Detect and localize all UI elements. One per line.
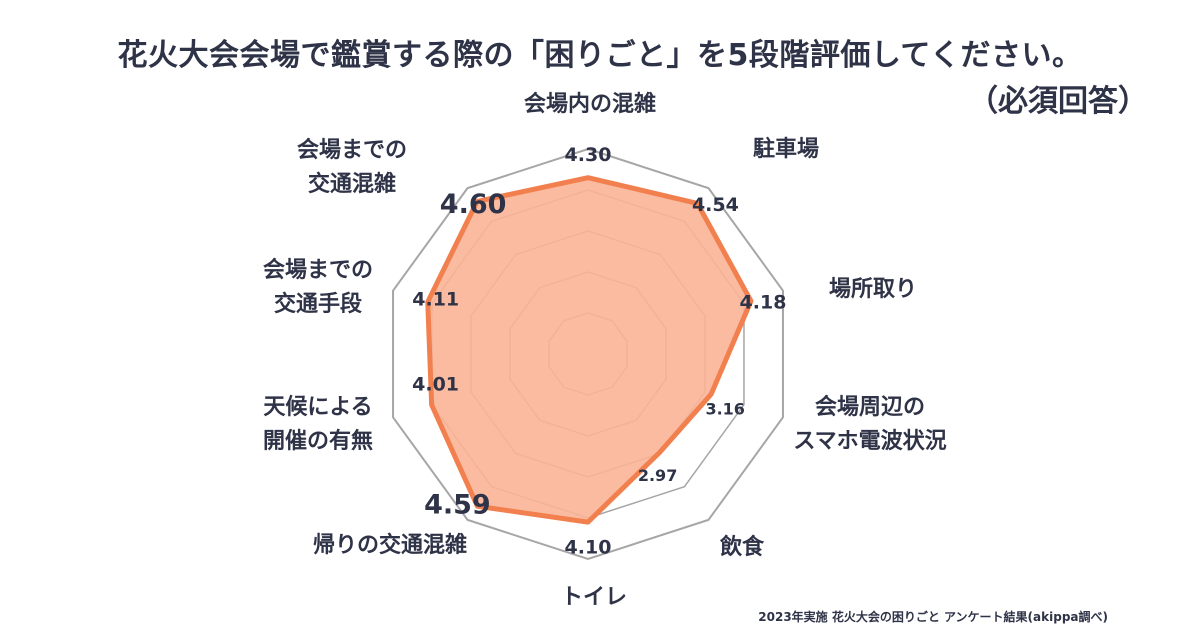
value-label: 4.01	[412, 373, 459, 395]
category-label: トイレ	[561, 585, 627, 610]
value-labels: 4.30 4.54 4.18 3.16 2.97 4.10 4.59 4.01 4.11 4.60	[412, 144, 786, 558]
value-label: 4.18	[740, 292, 787, 314]
value-label: 3.16	[705, 400, 744, 419]
value-label: 4.11	[412, 288, 459, 310]
category-label: 駐車場	[753, 136, 819, 162]
series-area	[425, 175, 754, 525]
category-label: 会場周辺のスマホ電波状況	[793, 394, 946, 454]
category-label: 飲食	[719, 534, 765, 560]
grid-ring-5	[392, 147, 784, 561]
category-label: 会場までの交通混雑	[297, 137, 407, 197]
value-label: 4.30	[565, 144, 612, 166]
category-label: 会場までの交通手段	[263, 257, 373, 317]
category-label: 場所取り	[829, 277, 917, 302]
value-label: 4.54	[692, 194, 739, 216]
value-label: 4.59	[424, 490, 491, 521]
category-label: 天候による開催の有無	[263, 395, 373, 454]
chart-subtitle: （必須回答）	[968, 84, 1148, 119]
category-label: 会場内の混雑	[524, 91, 656, 117]
chart-title: 花火大会会場で鑑賞する際の「困りごと」を5段階評価してください。	[117, 38, 1083, 73]
category-label: 帰りの交通混雑	[313, 532, 467, 558]
value-label: 4.10	[565, 537, 612, 559]
value-label: 2.97	[638, 466, 677, 485]
value-label: 4.60	[440, 189, 507, 220]
radar-series	[425, 175, 754, 525]
source-footnote: 2023年実施 花火大会の困りごと アンケート結果(akippa調べ)	[758, 610, 1108, 624]
